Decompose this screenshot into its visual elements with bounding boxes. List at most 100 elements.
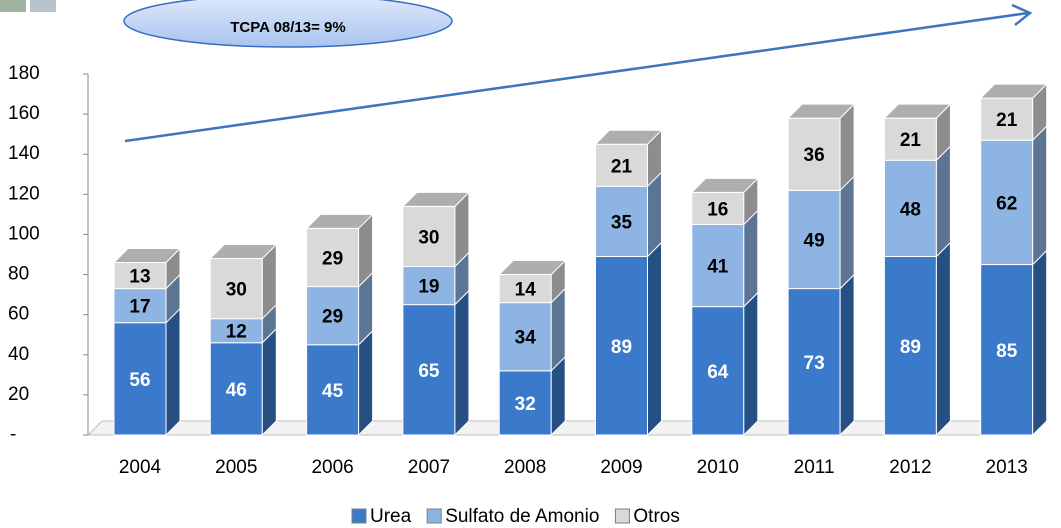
icon xyxy=(0,0,26,12)
bar-segment xyxy=(787,117,841,191)
bar-top xyxy=(497,260,567,276)
bar-side xyxy=(454,289,470,437)
x-tick-label: 2004 xyxy=(119,457,162,478)
data-label: 85 xyxy=(996,341,1018,362)
legend-label: Otros xyxy=(633,506,679,527)
x-tick-label: 2012 xyxy=(889,457,931,478)
y-tick-label: 180 xyxy=(8,63,40,84)
data-label: 34 xyxy=(515,328,537,349)
data-label: 48 xyxy=(900,199,921,220)
data-label: 21 xyxy=(996,110,1018,131)
trend-arrow xyxy=(124,11,1029,143)
bar-segment xyxy=(209,342,263,436)
bar-top xyxy=(209,244,278,260)
bar-side xyxy=(647,171,662,258)
bar-segment xyxy=(980,139,1034,266)
data-label: 36 xyxy=(804,145,825,166)
bar-top xyxy=(690,177,760,193)
legend-swatch xyxy=(614,508,630,524)
legend-label: Urea xyxy=(370,506,412,527)
bar-segment xyxy=(306,286,360,346)
annotation: TCPA 08/13= 9% xyxy=(230,19,345,36)
bar-segment xyxy=(980,97,1034,141)
bar-side xyxy=(261,327,277,437)
bar-side xyxy=(647,241,662,437)
data-label: 30 xyxy=(226,280,247,301)
data-label: 49 xyxy=(804,230,825,251)
bar-top xyxy=(786,103,856,119)
legend-swatch xyxy=(351,508,367,524)
bar-segment xyxy=(691,223,745,308)
bar-segment xyxy=(691,191,745,225)
bar-side xyxy=(358,329,374,437)
bar-side xyxy=(1032,249,1048,437)
data-label: 29 xyxy=(322,249,343,270)
y-tick-label: 160 xyxy=(8,103,40,124)
y-tick-label: 80 xyxy=(8,264,29,285)
data-label: 65 xyxy=(418,361,440,382)
data-label: 62 xyxy=(996,193,1017,214)
bar-segment xyxy=(883,117,937,161)
data-label: 89 xyxy=(611,337,632,358)
data-label: 21 xyxy=(900,130,922,151)
data-label: 16 xyxy=(707,199,728,220)
y-tick-label: 60 xyxy=(8,304,29,325)
data-label: 45 xyxy=(322,381,344,402)
bar-segment xyxy=(883,256,937,436)
x-tick-label: 2007 xyxy=(408,457,450,478)
annotation-bubble xyxy=(123,0,453,48)
bar-top xyxy=(979,83,1048,99)
y-tick-label: 100 xyxy=(8,223,40,244)
x-tick-label: 2009 xyxy=(600,457,642,478)
y-tick-label: 140 xyxy=(8,143,40,164)
bar-segment xyxy=(883,159,937,258)
bar-segment xyxy=(595,256,648,436)
data-label: 12 xyxy=(226,322,247,343)
icon xyxy=(30,0,56,12)
bar-segment xyxy=(691,306,745,436)
bar-top xyxy=(401,191,471,207)
x-tick-label: 2010 xyxy=(697,457,739,478)
data-label: 35 xyxy=(611,212,633,233)
bar-segment xyxy=(209,258,263,320)
x-tick-label: 2008 xyxy=(504,457,546,478)
bar-side xyxy=(743,209,759,308)
bar-segment xyxy=(498,302,552,372)
y-tick-label: - xyxy=(10,424,16,445)
data-label: 21 xyxy=(611,156,633,177)
bar-segment xyxy=(402,266,456,306)
bar-segment xyxy=(980,264,1034,436)
bar-side xyxy=(839,175,855,290)
bar-segment xyxy=(498,274,552,304)
data-label: 73 xyxy=(804,353,825,374)
data-label: 17 xyxy=(129,297,150,318)
y-tick-label: 120 xyxy=(8,183,40,204)
legend-label: Sulfato de Amonio xyxy=(445,506,599,527)
bar-side xyxy=(839,273,855,437)
bar-side xyxy=(935,241,951,437)
bar-top xyxy=(112,248,182,264)
bar-side xyxy=(165,307,181,437)
data-label: 41 xyxy=(707,257,729,278)
y-tick-label: 40 xyxy=(8,344,29,365)
bar-side xyxy=(839,102,855,192)
data-label: 56 xyxy=(129,370,150,391)
bar-segment xyxy=(306,344,360,436)
bar-top xyxy=(883,103,952,119)
bar-side xyxy=(1032,124,1048,266)
data-label: 89 xyxy=(900,337,921,358)
x-tick-label: 2005 xyxy=(215,457,257,478)
x-tick-label: 2013 xyxy=(986,457,1028,478)
data-label: 13 xyxy=(129,267,150,288)
data-label: 30 xyxy=(418,227,439,248)
legend-swatch xyxy=(426,508,442,524)
data-label: 32 xyxy=(515,394,536,415)
y-tick-label: 20 xyxy=(8,384,29,405)
data-label: 29 xyxy=(322,307,343,328)
bar-side xyxy=(935,145,951,258)
data-label: 64 xyxy=(707,362,729,383)
bar-side xyxy=(743,291,759,437)
x-tick-label: 2011 xyxy=(794,457,835,478)
data-label: 46 xyxy=(226,380,247,401)
